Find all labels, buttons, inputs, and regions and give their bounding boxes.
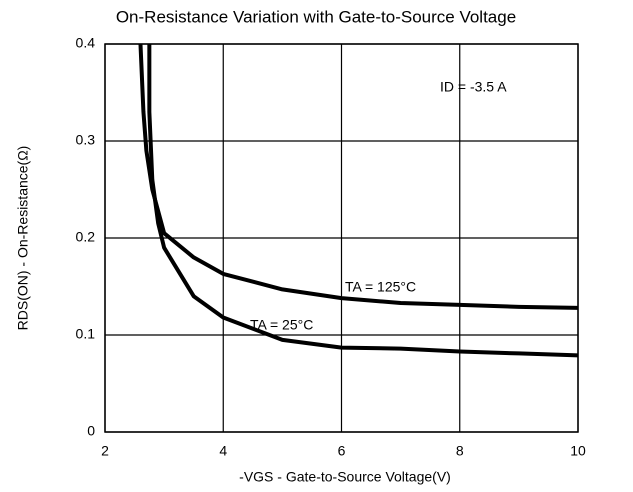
x-tick-label: 10 xyxy=(570,443,586,459)
line-series xyxy=(147,44,579,358)
x-tick-label: 4 xyxy=(219,443,227,459)
y-tick-label: 0.4 xyxy=(76,35,96,51)
chart-title: On-Resistance Variation with Gate-to-Sou… xyxy=(116,7,516,26)
annotation: TA = 125°C xyxy=(345,279,416,295)
y-tick-label: 0 xyxy=(87,423,95,439)
y-axis-label: RDS(ON) - On-Resistance(Ω) xyxy=(15,146,31,331)
y-tick-label: 0.1 xyxy=(76,326,96,342)
x-tick-label: 2 xyxy=(101,443,109,459)
annotation: ID = -3.5 A xyxy=(440,79,507,95)
x-axis-label: -VGS - Gate-to-Source Voltage(V) xyxy=(239,469,451,485)
annotation: TA = 25°C xyxy=(250,317,313,333)
y-tick-label: 0.3 xyxy=(76,132,96,148)
y-tick-label: 0.2 xyxy=(76,229,96,245)
x-tick-label: 6 xyxy=(338,443,346,459)
line-series xyxy=(138,43,579,310)
x-tick-label: 8 xyxy=(456,443,464,459)
